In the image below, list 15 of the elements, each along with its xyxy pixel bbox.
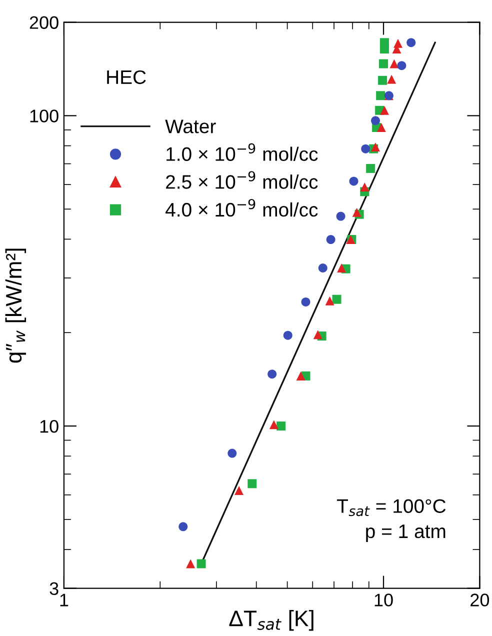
annotation: T$_{sat}$ = 100°C p = 1 atm	[337, 499, 446, 542]
y-tick-label: 10	[40, 420, 58, 433]
y-axis-title: q″$_{w}$ [kW/m²]	[5, 248, 26, 363]
annotation: HEC	[107, 70, 146, 84]
y-tick-label: 3	[50, 582, 58, 596]
legend-label: 4.0 × 10$^{−9}$ mol/cc	[166, 198, 318, 217]
x-tick-label: 10	[374, 594, 393, 606]
y-tick-label: 100	[30, 110, 58, 122]
x-tick-label: 1	[60, 594, 68, 606]
legend-label: 1.0 × 10$^{−9}$ mol/cc	[166, 143, 318, 161]
x-axis-title: ΔT$_{sat}$ [K]	[229, 610, 314, 631]
legend-label: Water	[165, 120, 216, 134]
y-tick-label: 200	[30, 16, 58, 29]
x-tick-label: 20	[470, 594, 490, 606]
legend-label: 2.5 × 10$^{−9}$ mol/cc	[166, 171, 318, 189]
